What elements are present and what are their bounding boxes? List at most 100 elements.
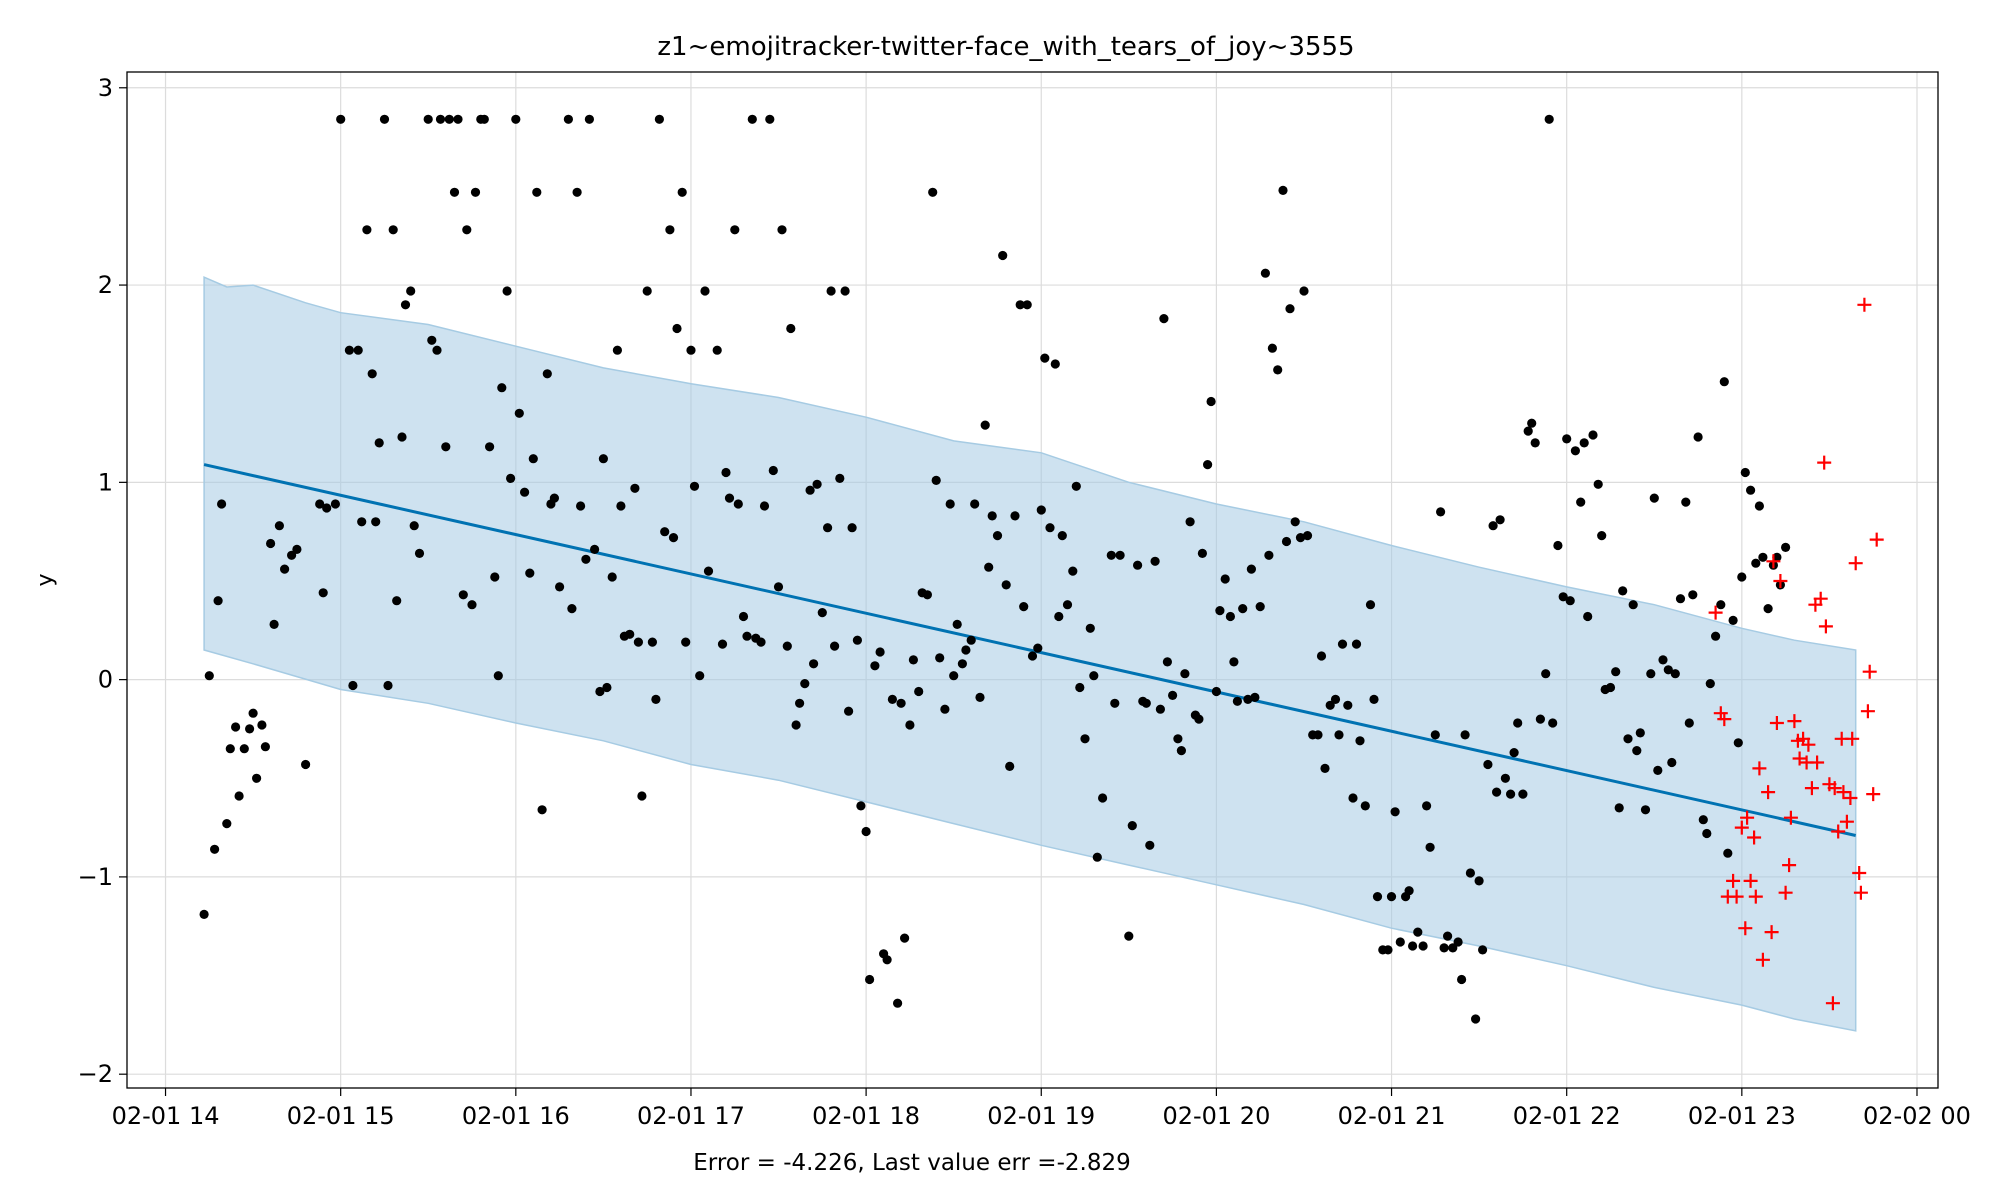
data-point bbox=[1045, 523, 1055, 533]
data-point bbox=[777, 225, 787, 235]
data-point bbox=[1162, 657, 1172, 667]
x-tick-label: 02-02 00 bbox=[1863, 1102, 1971, 1130]
data-point bbox=[1404, 886, 1414, 896]
data-point bbox=[1141, 698, 1151, 708]
test-point bbox=[1734, 820, 1749, 835]
test-point bbox=[1804, 781, 1819, 796]
data-point bbox=[805, 485, 815, 495]
data-point bbox=[642, 286, 652, 296]
data-point bbox=[756, 637, 766, 647]
plot-frame bbox=[126, 71, 1939, 1089]
y-tick-label: 3 bbox=[98, 74, 113, 102]
test-point bbox=[1766, 554, 1781, 569]
data-point bbox=[1203, 460, 1213, 470]
data-point bbox=[257, 720, 267, 730]
data-point bbox=[1772, 552, 1782, 562]
data-point bbox=[795, 698, 805, 708]
data-point bbox=[525, 568, 535, 578]
data-point bbox=[1075, 682, 1085, 693]
x-tick-label: 02-01 20 bbox=[1162, 1102, 1270, 1130]
data-point bbox=[1548, 718, 1558, 728]
data-point bbox=[581, 554, 591, 564]
data-point bbox=[252, 773, 262, 783]
data-point bbox=[1243, 694, 1253, 705]
data-point bbox=[1215, 606, 1225, 616]
data-point bbox=[1460, 730, 1470, 740]
data-point bbox=[1430, 730, 1440, 740]
data-point bbox=[549, 493, 560, 503]
data-point bbox=[1640, 805, 1651, 815]
data-point bbox=[567, 604, 577, 614]
data-point bbox=[1395, 937, 1405, 947]
data-point bbox=[1758, 552, 1768, 562]
data-point bbox=[344, 345, 354, 355]
data-point bbox=[1133, 560, 1143, 570]
data-point bbox=[1576, 497, 1586, 507]
data-point bbox=[1348, 793, 1358, 803]
data-point bbox=[392, 596, 402, 606]
data-point bbox=[292, 544, 302, 555]
data-point bbox=[1597, 531, 1607, 541]
data-point bbox=[1425, 842, 1435, 852]
data-point bbox=[931, 475, 941, 485]
data-point bbox=[1541, 669, 1551, 679]
data-point bbox=[882, 955, 892, 965]
data-point bbox=[759, 501, 770, 511]
data-point bbox=[612, 345, 623, 355]
data-point bbox=[199, 909, 209, 920]
data-point bbox=[1675, 594, 1686, 604]
x-tick-label: 02-01 17 bbox=[637, 1102, 745, 1130]
data-point bbox=[844, 706, 854, 716]
x-tick-label: 02-01 19 bbox=[987, 1102, 1095, 1130]
data-point bbox=[1124, 931, 1134, 941]
data-point bbox=[1605, 682, 1616, 693]
test-point bbox=[1764, 925, 1779, 940]
data-point bbox=[1173, 734, 1183, 744]
data-point bbox=[782, 641, 792, 651]
data-point bbox=[637, 791, 647, 801]
data-point bbox=[1733, 738, 1743, 748]
data-point bbox=[1176, 746, 1186, 756]
trend-line-group bbox=[203, 463, 1857, 837]
data-point bbox=[239, 744, 249, 754]
data-point bbox=[1408, 941, 1418, 951]
data-point bbox=[497, 383, 507, 393]
test-point bbox=[1773, 574, 1788, 588]
data-point bbox=[1019, 602, 1029, 612]
data-point bbox=[441, 442, 451, 452]
x-tick-label: 02-01 21 bbox=[1338, 1102, 1446, 1130]
data-point bbox=[607, 572, 617, 582]
data-point bbox=[875, 647, 885, 657]
data-point bbox=[1509, 748, 1519, 758]
data-point bbox=[1246, 564, 1256, 574]
data-point bbox=[966, 635, 976, 645]
test-point bbox=[1740, 810, 1755, 825]
x-tick-label: 02-01 15 bbox=[287, 1102, 395, 1130]
data-point bbox=[1386, 892, 1397, 902]
data-point bbox=[1723, 848, 1733, 858]
data-point bbox=[1229, 657, 1239, 667]
data-point bbox=[213, 596, 223, 606]
data-point bbox=[1194, 714, 1204, 724]
data-point bbox=[1611, 667, 1621, 677]
data-point bbox=[893, 998, 903, 1008]
test-point bbox=[1801, 737, 1816, 752]
data-point bbox=[1418, 941, 1428, 951]
data-point bbox=[703, 566, 714, 576]
data-point bbox=[1372, 892, 1383, 902]
data-point bbox=[1145, 840, 1155, 850]
data-point bbox=[444, 114, 454, 124]
data-point bbox=[914, 686, 924, 697]
data-point bbox=[887, 694, 898, 705]
data-point bbox=[388, 225, 398, 235]
data-point bbox=[625, 629, 635, 639]
data-point bbox=[1068, 566, 1078, 576]
data-point bbox=[1513, 718, 1523, 728]
data-point bbox=[1355, 736, 1365, 746]
data-point bbox=[1457, 974, 1467, 985]
data-point bbox=[400, 300, 411, 310]
data-point bbox=[280, 564, 290, 574]
data-point bbox=[1663, 665, 1673, 675]
data-point bbox=[274, 521, 284, 531]
